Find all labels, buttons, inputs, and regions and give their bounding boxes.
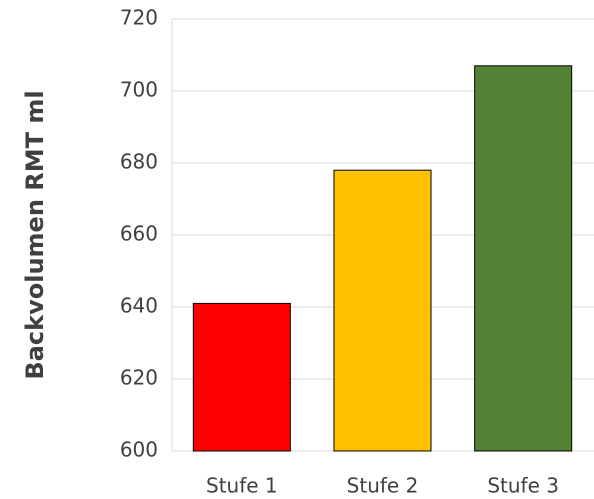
bar — [192, 302, 291, 452]
y-tick-label: 600 — [120, 438, 158, 462]
bar — [333, 169, 432, 452]
bar — [474, 65, 573, 452]
x-tick-label: Stufe 1 — [206, 474, 278, 498]
y-tick-label: 620 — [120, 366, 158, 390]
y-tick-label: 700 — [120, 78, 158, 102]
x-tick-label: Stufe 3 — [487, 474, 559, 498]
y-tick-label: 720 — [120, 6, 158, 30]
y-tick-label: 660 — [120, 222, 158, 246]
y-tick-label: 640 — [120, 294, 158, 318]
x-tick-label: Stufe 2 — [347, 474, 419, 498]
y-tick-label: 680 — [120, 150, 158, 174]
y-axis-label: Backvolumen RMT ml — [21, 90, 49, 379]
